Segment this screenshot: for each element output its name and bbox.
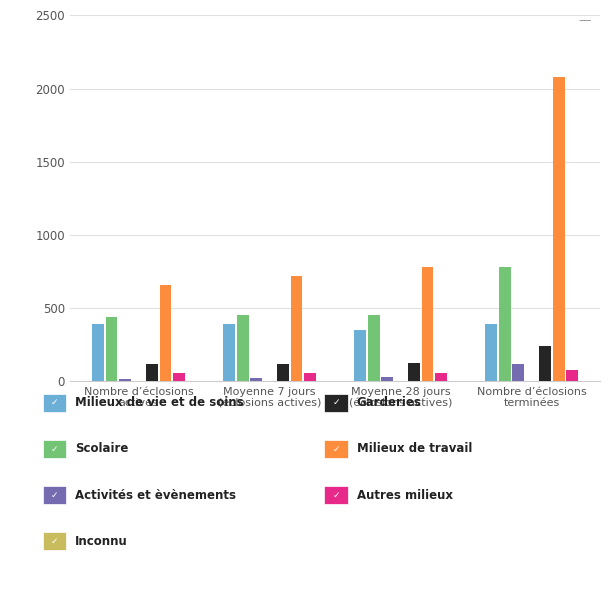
Text: Activités et èvènements: Activités et èvènements	[75, 488, 236, 502]
Text: Inconnu: Inconnu	[75, 534, 128, 548]
Bar	[499, 267, 510, 381]
Text: Autres milieux: Autres milieux	[357, 488, 453, 502]
Bar	[566, 370, 578, 381]
Bar	[250, 378, 262, 381]
Text: ✓: ✓	[51, 399, 58, 407]
Bar	[435, 373, 447, 381]
Bar	[277, 363, 289, 381]
Text: Milieux de travail: Milieux de travail	[357, 442, 472, 456]
Text: ✓: ✓	[332, 491, 340, 499]
Bar	[354, 330, 366, 381]
Bar	[422, 267, 433, 381]
Bar	[291, 276, 302, 381]
Bar	[173, 373, 185, 381]
Text: ✓: ✓	[51, 537, 58, 546]
Bar	[485, 324, 497, 381]
Bar	[237, 315, 248, 381]
Text: ✓: ✓	[51, 445, 58, 453]
Bar	[368, 315, 379, 381]
Text: Scolaire: Scolaire	[75, 442, 129, 456]
Bar	[304, 373, 316, 381]
Bar	[539, 346, 551, 381]
Bar	[381, 377, 393, 381]
Bar	[92, 324, 104, 381]
Bar	[512, 363, 524, 381]
Text: ✓: ✓	[51, 491, 58, 499]
Bar	[146, 365, 158, 381]
Bar	[223, 324, 235, 381]
Text: —: —	[578, 14, 591, 27]
Text: ✓: ✓	[332, 399, 340, 407]
Bar	[106, 317, 118, 381]
Text: Garderies: Garderies	[357, 396, 422, 410]
Text: Milieux de vie et de soins: Milieux de vie et de soins	[75, 396, 244, 410]
Bar	[160, 285, 171, 381]
Text: ✓: ✓	[332, 445, 340, 453]
Bar	[119, 379, 131, 381]
Bar	[553, 77, 564, 381]
Bar	[408, 363, 420, 381]
